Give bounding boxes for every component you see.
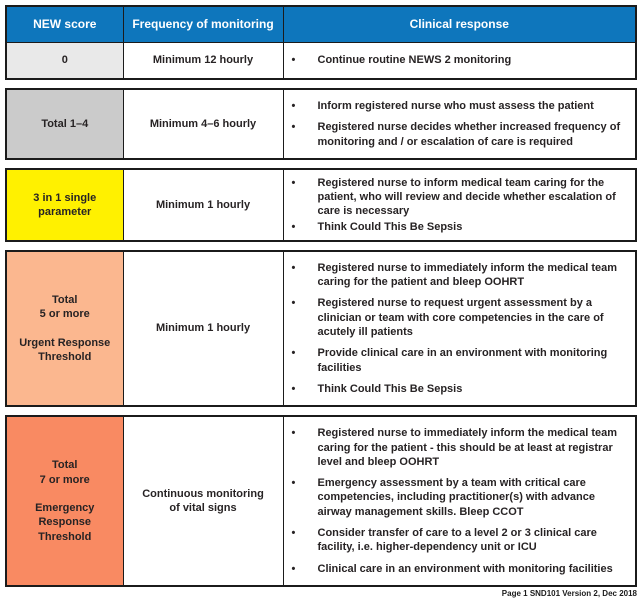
bullet-icon: • [291,477,296,490]
response-cell: • Registered nurse to immediately inform… [282,250,637,407]
bullet-icon: • [291,100,296,112]
bullet-icon: • [291,562,296,575]
frequency-cell: Minimum 4–6 hourly [122,88,284,160]
table-row-total-1-4: Total 1–4 Minimum 4–6 hourly • Inform re… [5,88,637,160]
header-new-score: NEW score [5,5,124,43]
response-item: • Consider transfer of care to a level 2… [288,526,632,555]
response-item: • Continue routine NEWS 2 monitoring [288,53,632,67]
frequency-cell: Minimum 1 hourly [122,168,284,242]
response-text: Emergency assessment by a team with crit… [317,477,596,518]
response-item: • Provide clinical care in an environmen… [288,346,632,375]
news-table-row-total-7-or-more: Total 7 or more Emergency Response Thres… [5,415,637,587]
news-table-header-block: NEW score Frequency of monitoring Clinic… [5,5,637,80]
page-footer: Page 1 SND101 Version 2, Dec 2018 [501,588,637,598]
bullet-icon: • [291,54,296,67]
response-text: Registered nurse decides whether increas… [317,121,621,148]
response-text: Registered nurse to immediately inform t… [317,427,618,468]
response-text: Registered nurse to inform medical team … [317,176,616,218]
response-cell: • Registered nurse to inform medical tea… [282,168,637,242]
news-table-row-total-5-or-more: Total 5 or more Urgent Response Threshol… [5,249,637,408]
bullet-icon: • [291,427,296,440]
response-item: • Registered nurse to immediately inform… [288,426,632,469]
bullet-icon: • [291,297,296,310]
response-item: • Registered nurse to immediately inform… [288,261,632,290]
score-cell: 3 in 1 single parameter [5,168,124,242]
header-frequency-of-monitoring: Frequency of monitoring [122,5,284,43]
response-item: • Registered nurse to inform medical tea… [288,176,632,219]
response-item: • Registered nurse to request urgent ass… [288,296,632,339]
response-text: Clinical care in an environment with mon… [317,562,613,575]
response-item: • Think Could This Be Sepsis [288,382,632,396]
score-cell: 0 [5,42,124,80]
response-item: • Registered nurse decides whether incre… [288,120,632,149]
bullet-icon: • [291,527,296,540]
response-item: • Inform registered nurse who must asses… [288,99,632,113]
response-cell: • Continue routine NEWS 2 monitoring [282,42,637,80]
response-text: Provide clinical care in an environment … [317,347,608,374]
table-row-3-in-1: 3 in 1 single parameter Minimum 1 hourly… [5,168,637,242]
score-cell: Total 5 or more Urgent Response Threshol… [5,250,124,407]
response-cell: • Inform registered nurse who must asses… [282,88,637,160]
table-row-score-0: 0 Minimum 12 hourly • Continue routine N… [5,42,637,80]
response-text: Registered nurse to immediately inform t… [317,261,618,289]
news-table-row-total-1-4: Total 1–4 Minimum 4–6 hourly • Inform re… [5,88,637,160]
frequency-cell: Minimum 12 hourly [122,42,284,80]
response-text: Registered nurse to request urgent asses… [317,297,604,339]
frequency-cell: Minimum 1 hourly [122,250,284,407]
bullet-icon: • [291,261,296,274]
response-text: Continue routine NEWS 2 monitoring [317,54,512,67]
score-cell: Total 7 or more Emergency Response Thres… [5,415,124,587]
response-item: • Think Could This Be Sepsis [288,220,632,234]
table-row-total-7-or-more: Total 7 or more Emergency Response Thres… [5,415,637,587]
bullet-icon: • [291,347,296,360]
score-cell: Total 1–4 [5,88,124,160]
response-text: Think Could This Be Sepsis [317,382,463,395]
frequency-cell: Continuous monitoring of vital signs [122,415,284,587]
bullet-icon: • [291,382,296,395]
response-text: Think Could This Be Sepsis [317,220,463,233]
table-header-row: NEW score Frequency of monitoring Clinic… [5,5,637,43]
response-item: • Clinical care in an environment with m… [288,562,632,576]
news-table-row-3-in-1: 3 in 1 single parameter Minimum 1 hourly… [5,167,637,242]
response-text: Consider transfer of care to a level 2 o… [317,527,597,554]
table-row-total-5-or-more: Total 5 or more Urgent Response Threshol… [5,250,637,407]
bullet-icon: • [291,121,296,134]
response-cell: • Registered nurse to immediately inform… [282,415,637,587]
bullet-icon: • [291,176,296,189]
header-clinical-response: Clinical response [282,5,637,43]
bullet-icon: • [291,220,296,233]
response-text: Inform registered nurse who must assess … [317,100,594,112]
response-item: • Emergency assessment by a team with cr… [288,476,632,519]
